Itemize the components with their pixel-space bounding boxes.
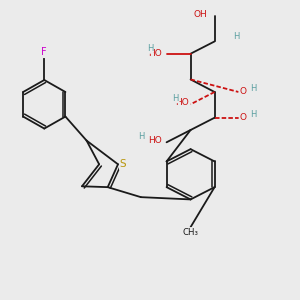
Text: O: O <box>239 113 246 122</box>
Text: CH₃: CH₃ <box>183 228 199 237</box>
Text: HO: HO <box>148 49 162 58</box>
Text: OH: OH <box>194 10 207 19</box>
Text: H: H <box>138 131 145 140</box>
Text: O: O <box>239 88 246 97</box>
Text: H: H <box>250 84 256 93</box>
Text: H: H <box>172 94 179 103</box>
Text: HO: HO <box>176 98 189 107</box>
Text: H: H <box>233 32 239 41</box>
Text: H: H <box>250 110 256 119</box>
Text: S: S <box>120 159 127 169</box>
Text: HO: HO <box>148 136 161 145</box>
Text: H: H <box>147 44 153 53</box>
Text: F: F <box>41 47 47 57</box>
